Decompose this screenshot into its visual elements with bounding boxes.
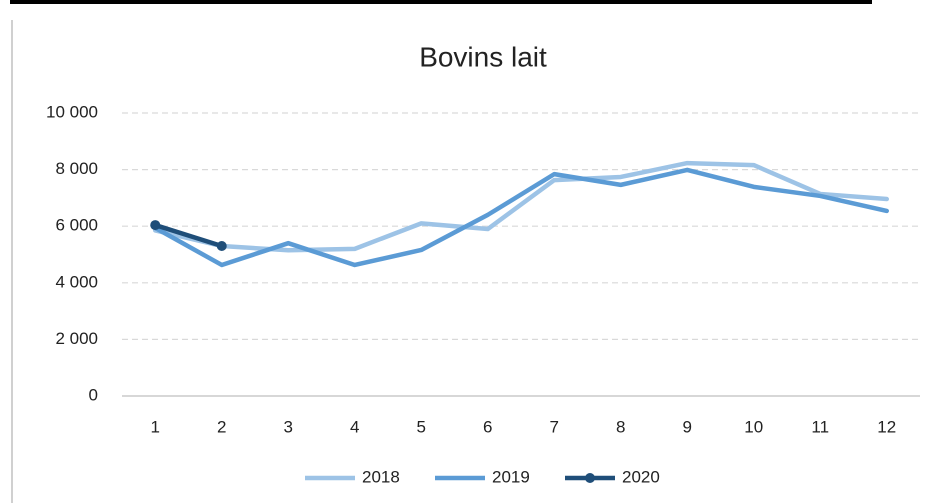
y-tick-label: 0 bbox=[89, 385, 98, 404]
series-line bbox=[153, 222, 224, 249]
x-tick-label: 12 bbox=[877, 417, 896, 436]
legend-label: 2018 bbox=[362, 467, 400, 486]
x-tick-label: 2 bbox=[217, 417, 226, 436]
x-tick-label: 11 bbox=[811, 417, 829, 436]
x-tick-label: 4 bbox=[350, 417, 359, 436]
legend-label: 2020 bbox=[622, 467, 660, 486]
y-tick-label: 10 000 bbox=[46, 102, 98, 121]
x-tick-label: 8 bbox=[616, 417, 625, 436]
legend-marker bbox=[585, 473, 595, 483]
x-tick-label: 6 bbox=[483, 417, 492, 436]
y-tick-label: 8 000 bbox=[55, 159, 98, 178]
x-tick-label: 5 bbox=[417, 417, 426, 436]
series-line bbox=[153, 160, 889, 253]
series-line bbox=[153, 167, 889, 268]
x-tick-label: 3 bbox=[284, 417, 293, 436]
y-tick-label: 2 000 bbox=[55, 329, 98, 348]
legend-label: 2019 bbox=[492, 467, 530, 486]
chart-title: Bovins lait bbox=[419, 41, 547, 72]
x-tick-label: 10 bbox=[744, 417, 763, 436]
x-tick-label: 1 bbox=[151, 417, 160, 436]
x-tick-label: 9 bbox=[683, 417, 692, 436]
y-tick-label: 6 000 bbox=[55, 216, 98, 235]
point-marker bbox=[216, 241, 227, 252]
y-tick-label: 4 000 bbox=[55, 272, 98, 291]
point-marker bbox=[150, 220, 161, 231]
x-tick-label: 7 bbox=[550, 417, 559, 436]
